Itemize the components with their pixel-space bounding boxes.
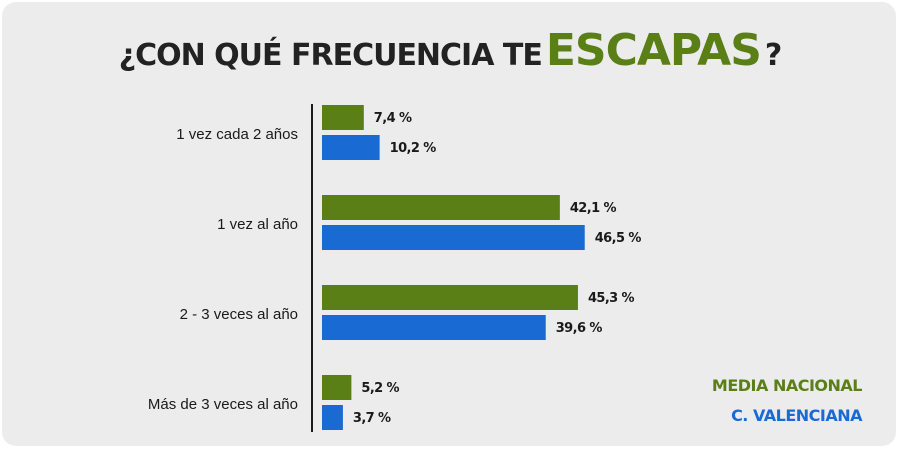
category-label: 1 vez al año (217, 216, 298, 233)
category-label: Más de 3 veces al año (148, 396, 298, 413)
value-label: 39,6 % (556, 321, 603, 336)
value-label: 3,7 % (353, 411, 391, 426)
title-question-mark: ? (764, 38, 782, 73)
value-label: 5,2 % (361, 381, 399, 396)
bar-nacional (322, 105, 364, 130)
value-label: 7,4 % (374, 111, 412, 126)
title-prefix: ¿CON QUÉ FRECUENCIA TE (118, 38, 543, 73)
title-highlight: ESCAPAS (545, 25, 762, 76)
bar-nacional (322, 285, 578, 310)
legend-valenciana: C. VALENCIANA (731, 406, 862, 425)
value-label: 42,1 % (570, 201, 617, 216)
category-label: 1 vez cada 2 años (176, 126, 298, 143)
bar-valenciana (322, 225, 585, 250)
value-label: 46,5 % (595, 231, 642, 246)
bar-valenciana (322, 135, 380, 160)
value-label: 10,2 % (390, 141, 437, 156)
legend-nacional: MEDIA NACIONAL (711, 376, 863, 395)
bar-valenciana (322, 405, 343, 430)
category-label: 2 - 3 veces al año (180, 306, 298, 323)
bar-valenciana (322, 315, 546, 340)
value-label: 45,3 % (588, 291, 635, 306)
chart-title: ¿CON QUÉ FRECUENCIA TEESCAPAS? (0, 24, 900, 87)
bar-nacional (322, 375, 352, 400)
bar-nacional (322, 195, 560, 220)
